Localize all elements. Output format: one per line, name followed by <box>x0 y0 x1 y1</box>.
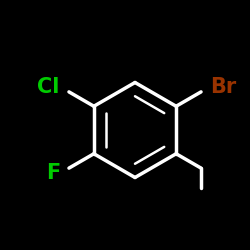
Text: F: F <box>46 163 61 183</box>
Text: Br: Br <box>210 76 236 96</box>
Text: Cl: Cl <box>38 76 60 96</box>
